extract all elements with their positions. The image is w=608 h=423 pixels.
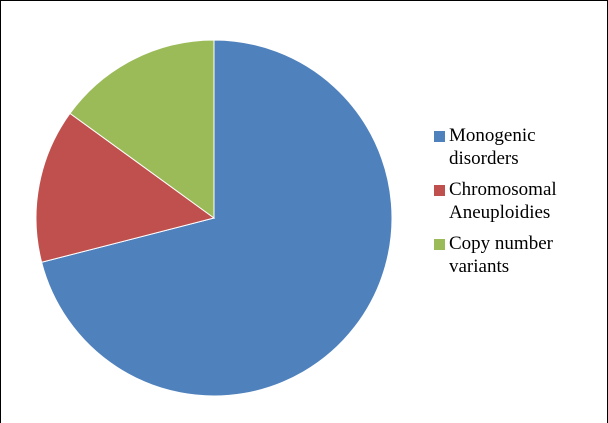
pie-slice xyxy=(69,39,215,219)
legend-swatch xyxy=(434,239,445,250)
legend-entry: Monogenic disorders xyxy=(434,124,604,170)
pie-slice xyxy=(40,39,393,397)
legend-entry: Chromosomal Aneuploidies xyxy=(434,178,604,224)
legend: Monogenic disorders Chromosomal Aneuploid… xyxy=(434,124,604,286)
pie-slice xyxy=(35,112,216,263)
legend-swatch xyxy=(434,185,445,196)
legend-swatch xyxy=(434,131,445,142)
legend-entry: Copy number variants xyxy=(434,232,604,278)
legend-label: Copy number variants xyxy=(449,233,553,277)
legend-label: Monogenic disorders xyxy=(449,125,536,169)
legend-label: Chromosomal Aneuploidies xyxy=(449,179,557,223)
